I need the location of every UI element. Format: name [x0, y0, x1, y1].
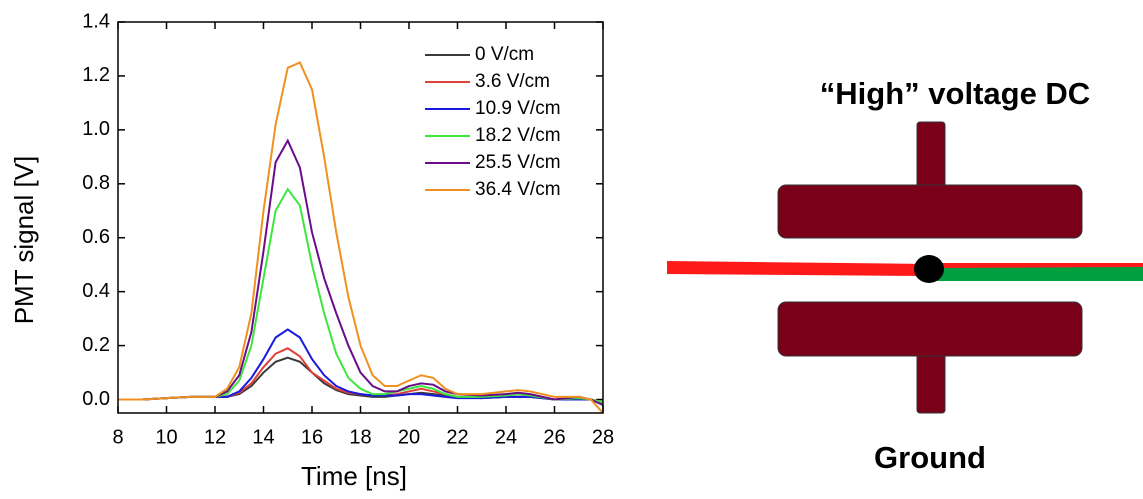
series-line [118, 61, 603, 413]
plot-frame [117, 21, 604, 414]
diagram-title: “High” voltage DC [820, 76, 1090, 111]
series-line [118, 138, 603, 406]
diagram-bottom-label: Ground [874, 440, 986, 475]
y-tick-label: 1.4 [82, 10, 110, 32]
particle [914, 255, 944, 283]
x-tick-label: 18 [349, 426, 371, 448]
y-tick-label: 1.2 [82, 64, 110, 86]
x-tick-label: 8 [112, 426, 123, 448]
top-plate [777, 184, 1083, 239]
y-tick-label: 1.0 [82, 118, 110, 140]
series-line [118, 187, 603, 404]
x-tick-label: 26 [543, 426, 565, 448]
top-electrode-stem [916, 121, 946, 193]
series-line [118, 328, 603, 406]
diagram: “High” voltage DC Ground [667, 76, 1143, 475]
x-tick-label: 24 [495, 426, 517, 448]
green-beam [930, 264, 1143, 281]
y-tick-label: 0.4 [82, 280, 110, 302]
x-tick-label: 10 [155, 426, 177, 448]
red-beam-edge [930, 263, 1143, 268]
x-tick-label: 14 [252, 426, 274, 448]
legend-label: 10.9 V/cm [475, 98, 561, 119]
x-tick-label: 20 [398, 426, 420, 448]
bottom-electrode-stem [916, 349, 946, 414]
y-tick-label: 0.6 [82, 226, 110, 248]
x-tick-label: 12 [204, 426, 226, 448]
bottom-plate [777, 301, 1083, 357]
y-tick-label: 0.2 [82, 334, 110, 356]
x-tick-label: 22 [446, 426, 468, 448]
x-axis-label: Time [ns] [301, 461, 407, 491]
y-tick-label: 0.0 [82, 388, 110, 410]
y-axis-label: PMT signal [V] [9, 156, 39, 325]
x-tick-label: 28 [592, 426, 614, 448]
y-tick-label: 0.8 [82, 172, 110, 194]
legend-label: 0 V/cm [475, 44, 534, 65]
legend-label: 18.2 V/cm [475, 125, 561, 146]
legend-label: 25.5 V/cm [475, 152, 561, 173]
x-tick-label: 16 [301, 426, 323, 448]
legend-label: 36.4 V/cm [475, 179, 561, 200]
legend-label: 3.6 V/cm [475, 71, 550, 92]
red-beam [667, 261, 930, 276]
